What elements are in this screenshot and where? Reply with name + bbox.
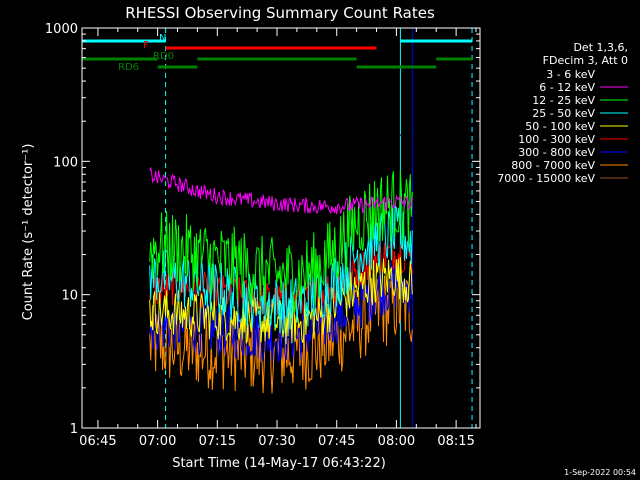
x-tick-label: 07:45 bbox=[318, 434, 355, 449]
plot-area: NF RD0 RD6 bbox=[81, 28, 473, 428]
flag-label: RD0 bbox=[153, 51, 174, 62]
legend-entry-label: 3 - 6 keV bbox=[546, 68, 595, 81]
legend-header-line-1: Det 1,3,6, bbox=[573, 41, 628, 54]
legend-entry-label: 6 - 12 keV bbox=[539, 81, 595, 94]
x-axis-label: Start Time (14-May-17 06:43:22) bbox=[172, 456, 386, 471]
x-tick-label: 07:00 bbox=[139, 434, 176, 449]
y-tick-label: 1000 bbox=[45, 22, 78, 37]
legend-entry-label: 50 - 100 keV bbox=[525, 120, 595, 133]
legend-entry-label: 300 - 800 keV bbox=[518, 146, 595, 159]
legend-entry-label: 800 - 7000 keV bbox=[511, 159, 595, 172]
x-tick-label: 08:15 bbox=[437, 434, 474, 449]
timestamp: 1-Sep-2022 00:54 bbox=[564, 468, 636, 477]
axes: 06:45 07:00 07:15 07:30 07:45 08:00 08:15 1 10 10… bbox=[45, 22, 480, 449]
series-line bbox=[149, 260, 413, 363]
series-line bbox=[149, 170, 413, 314]
x-tick-label: 06:45 bbox=[79, 434, 116, 449]
chart-title: RHESSI Observing Summary Count Rates bbox=[125, 4, 435, 22]
y-tick-label: 1 bbox=[70, 422, 78, 437]
x-tick-label: 07:30 bbox=[258, 434, 295, 449]
legend-header-line-2: FDecim 3, Att 0 bbox=[543, 54, 628, 67]
series-line bbox=[149, 120, 413, 141]
series-line bbox=[149, 167, 413, 215]
x-tick-label: 07:15 bbox=[199, 434, 236, 449]
legend-entry-label: 12 - 25 keV bbox=[532, 94, 595, 107]
x-tick-label: 08:00 bbox=[378, 434, 415, 449]
flag-label: F bbox=[143, 40, 149, 51]
flag-label: RD6 bbox=[118, 62, 139, 73]
y-tick-label: 10 bbox=[61, 289, 78, 304]
legend-entry-label: 7000 - 15000 keV bbox=[497, 172, 595, 185]
y-axis-label: Count Rate (s⁻¹ detector⁻¹) bbox=[21, 144, 36, 321]
legend-entry-label: 25 - 50 keV bbox=[532, 107, 595, 120]
plot-frame bbox=[81, 27, 481, 429]
flag-label: N bbox=[159, 33, 166, 44]
legend-entry-label: 100 - 300 keV bbox=[518, 133, 595, 146]
y-tick-label: 100 bbox=[53, 155, 78, 170]
